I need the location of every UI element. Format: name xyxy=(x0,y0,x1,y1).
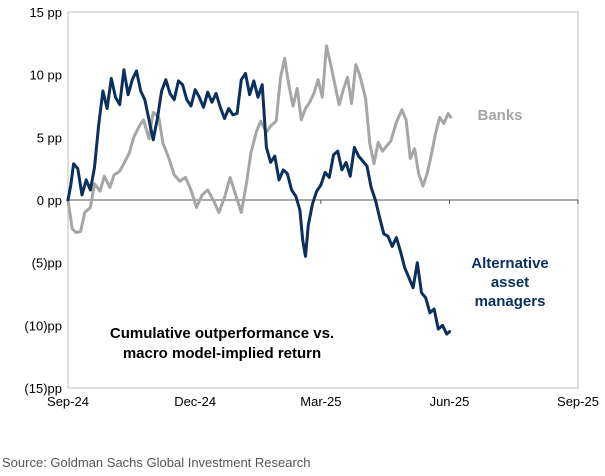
series-line-banks xyxy=(66,44,453,235)
x-tick-label: Mar-25 xyxy=(300,394,341,409)
series-label-alternative-line-1: Alternative xyxy=(471,255,549,272)
chart-title-line-1: Cumulative outperformance vs. xyxy=(110,325,334,342)
x-tick-label: Sep-25 xyxy=(557,394,599,409)
x-tick-label: Jun-25 xyxy=(430,394,470,409)
y-tick-label: (5)pp xyxy=(32,256,62,271)
y-tick-label: 0 pp xyxy=(37,193,62,208)
y-tick-label: 10 pp xyxy=(29,68,62,83)
y-tick-label: 15 pp xyxy=(29,5,62,20)
y-tick-label: (15)pp xyxy=(24,381,62,396)
x-tick-label: Sep-24 xyxy=(47,394,89,409)
source-note: Source: Goldman Sachs Global Investment … xyxy=(2,455,311,470)
y-tick-label: (10)pp xyxy=(24,318,62,333)
x-tick-label: Dec-24 xyxy=(174,394,216,409)
chart-plot-area xyxy=(66,44,453,336)
series-line-alternative-asset-managers xyxy=(66,68,451,336)
y-tick-label: 5 pp xyxy=(37,130,62,145)
series-label-alternative-line-2: asset xyxy=(491,274,529,291)
chart-title-line-2: macro model-implied return xyxy=(123,345,321,362)
series-label-banks: Banks xyxy=(477,107,522,124)
series-label-alternative-line-3: managers xyxy=(475,293,546,310)
